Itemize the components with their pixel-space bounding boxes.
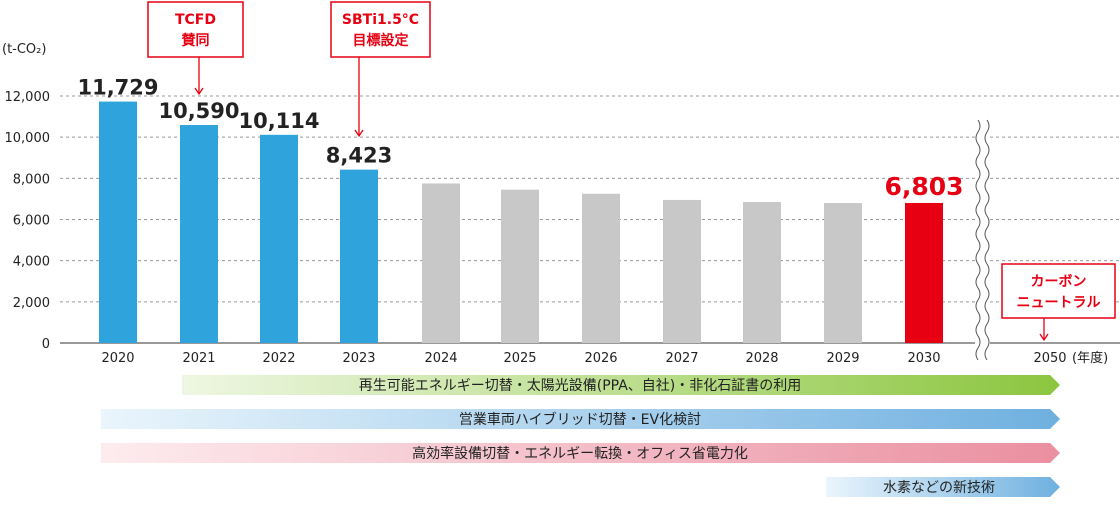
callout-text: ニュートラル (1017, 295, 1101, 311)
x-tick-label: 2020 (101, 351, 134, 366)
callout-text: カーボン (1031, 274, 1087, 290)
y-tick-label: 8,000 (13, 172, 50, 187)
y-tick-label: 12,000 (5, 90, 51, 105)
initiative-label: 再生可能エネルギー切替・太陽光設備(PPA、自社)・非化石証書の利用 (359, 378, 802, 394)
bar-2027 (663, 199, 701, 343)
bar-2030 (905, 202, 943, 343)
bar-2028 (743, 202, 781, 343)
initiative-label: 営業車両ハイブリッド切替・EV化検討 (459, 411, 701, 428)
axis-break-line (975, 119, 981, 361)
y-tick-label: 0 (42, 337, 50, 352)
data-label-2022: 10,114 (238, 109, 319, 133)
x-tick-label: 2022 (262, 351, 295, 366)
x-tick-label: 2050 (1033, 351, 1066, 366)
x-tick-label: 2025 (503, 351, 536, 366)
x-tick-label: 2030 (907, 351, 940, 366)
bar-2024 (422, 183, 460, 343)
initiative-label: 水素などの新技術 (883, 480, 995, 496)
bar-2022 (260, 134, 298, 343)
y-tick-label: 4,000 (13, 255, 50, 270)
axis-break-line (984, 119, 990, 361)
bar-2021 (180, 125, 218, 344)
callout-arrow-head (1039, 333, 1049, 342)
bar-2026 (582, 193, 620, 343)
x-tick-label: 2029 (826, 351, 859, 366)
callout-box (330, 1, 431, 58)
data-label-2023: 8,423 (326, 144, 392, 168)
bar-2025 (501, 189, 539, 343)
data-label-2030: 6,803 (884, 172, 963, 201)
x-tick-label: 2028 (745, 351, 778, 366)
initiative-label: 高効率設備切替・エネルギー転換・オフィス省電力化 (412, 445, 748, 462)
callout-text: SBTi1.5°C (342, 12, 419, 28)
initiative-arrow (101, 443, 1060, 463)
initiative-arrow (182, 375, 1060, 395)
callout-text: 賛同 (182, 32, 210, 49)
bar-2023 (340, 169, 378, 343)
x-tick-label: 2021 (182, 351, 215, 366)
callout-text: 目標設定 (353, 32, 409, 49)
x-tick-label: 2027 (665, 351, 698, 366)
y-tick-label: 10,000 (5, 131, 51, 146)
callout-arrow-head (194, 87, 204, 96)
callout-arrow-head (354, 129, 364, 138)
y-tick-label: 6,000 (13, 214, 50, 229)
callout-box (147, 1, 244, 58)
x-axis-unit: (年度) (1072, 350, 1108, 366)
callout-box (1001, 263, 1116, 319)
bar-2020 (99, 101, 137, 343)
x-tick-label: 2026 (584, 351, 617, 366)
x-tick-label: 2023 (342, 351, 375, 366)
initiative-arrow (101, 409, 1060, 429)
x-tick-label: 2024 (424, 351, 457, 366)
data-label-2021: 10,590 (158, 99, 239, 123)
callout-text: TCFD (175, 12, 216, 28)
data-label-2020: 11,729 (77, 76, 158, 100)
bar-2029 (824, 203, 862, 343)
y-axis-unit: (t-CO₂) (2, 42, 46, 57)
initiative-arrow (826, 477, 1060, 497)
axis-break-gap (976, 118, 990, 352)
y-tick-label: 2,000 (13, 296, 50, 311)
